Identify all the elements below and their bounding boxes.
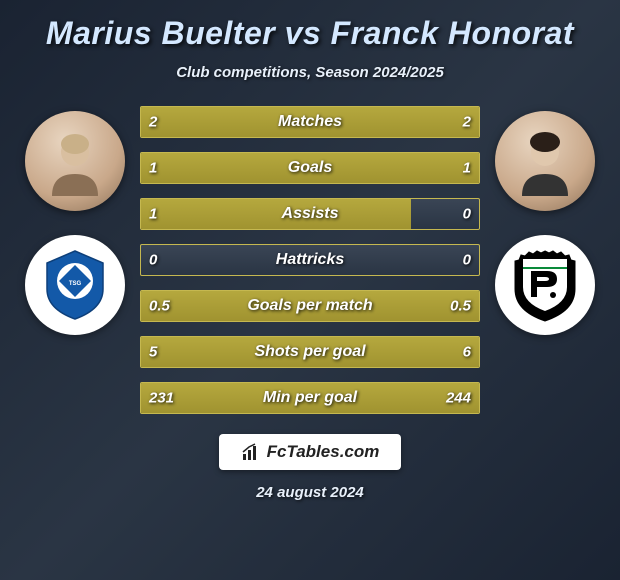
player2-avatar (495, 111, 595, 211)
hoffenheim-crest-icon: TSG (35, 245, 115, 325)
brand-badge[interactable]: FcTables.com (219, 434, 402, 470)
person-icon (40, 126, 110, 196)
stat-bars: Matches 2 2 Goals 1 1 Assists 1 0 Hattricks 0 0 Goal… (140, 106, 480, 414)
right-side (495, 106, 595, 335)
main-content: TSG Matches 2 2 Goals 1 1 Assists 1 0 Hattricks 0 0… (0, 106, 620, 414)
stat-value-left: 2 (149, 114, 157, 131)
stat-label: Min per goal (263, 389, 357, 407)
subtitle: Club competitions, Season 2024/2025 (0, 64, 620, 81)
comparison-card: Marius Buelter vs Franck Honorat Club co… (0, 0, 620, 580)
stat-row: Min per goal 231 244 (140, 382, 480, 414)
stat-value-right: 6 (463, 344, 471, 361)
stat-row: Matches 2 2 (140, 106, 480, 138)
stat-value-right: 1 (463, 160, 471, 177)
stat-value-left: 231 (149, 390, 174, 407)
vs-separator: vs (285, 15, 322, 51)
player1-avatar (25, 111, 125, 211)
stat-value-right: 0 (463, 252, 471, 269)
stat-label: Goals per match (247, 297, 372, 315)
gladbach-crest-icon (505, 245, 585, 325)
date-text: 24 august 2024 (256, 484, 364, 501)
stat-label: Shots per goal (254, 343, 365, 361)
stat-label: Matches (278, 113, 342, 131)
brand-text: FcTables.com (267, 442, 380, 462)
person-icon (510, 126, 580, 196)
stat-row: Assists 1 0 (140, 198, 480, 230)
stat-value-left: 0.5 (149, 298, 170, 315)
svg-text:TSG: TSG (69, 281, 82, 287)
stat-row: Goals 1 1 (140, 152, 480, 184)
stat-row: Hattricks 0 0 (140, 244, 480, 276)
stat-value-right: 244 (446, 390, 471, 407)
stat-value-right: 2 (463, 114, 471, 131)
left-side: TSG (25, 106, 125, 335)
stat-row: Shots per goal 5 6 (140, 336, 480, 368)
stat-value-left: 5 (149, 344, 157, 361)
bar-fill-left (141, 153, 310, 183)
club1-logo: TSG (25, 235, 125, 335)
stat-label: Goals (288, 159, 332, 177)
stat-value-left: 0 (149, 252, 157, 269)
player1-name: Marius Buelter (46, 15, 275, 51)
stat-value-right: 0.5 (450, 298, 471, 315)
stat-value-left: 1 (149, 206, 157, 223)
bar-fill-left (141, 199, 411, 229)
stat-value-left: 1 (149, 160, 157, 177)
club2-logo (495, 235, 595, 335)
stat-value-right: 0 (463, 206, 471, 223)
page-title: Marius Buelter vs Franck Honorat (0, 15, 620, 52)
chart-icon (241, 442, 261, 462)
player2-name: Franck Honorat (331, 15, 574, 51)
footer: FcTables.com 24 august 2024 (0, 434, 620, 501)
stat-label: Assists (282, 205, 339, 223)
stat-row: Goals per match 0.5 0.5 (140, 290, 480, 322)
stat-label: Hattricks (276, 251, 344, 269)
bar-fill-right (310, 153, 479, 183)
